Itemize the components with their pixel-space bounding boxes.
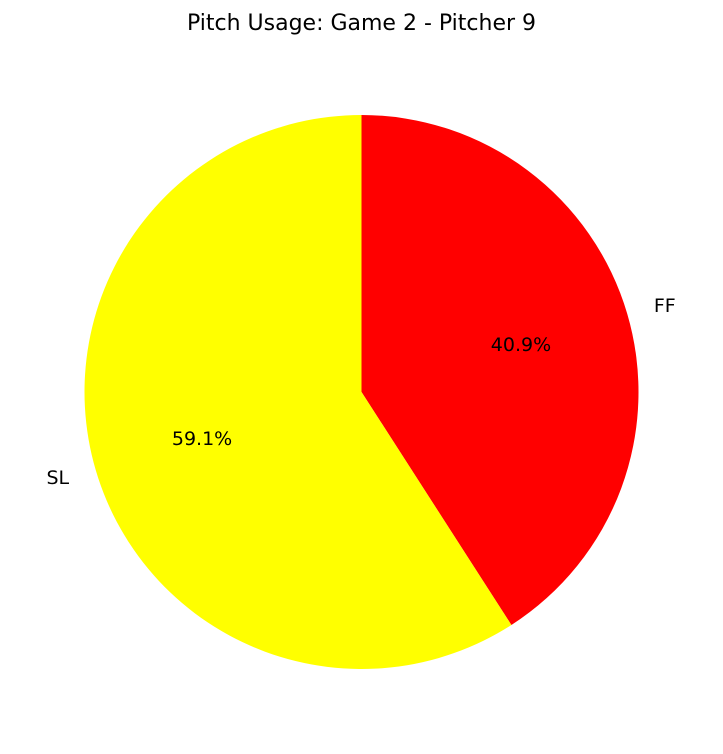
pie-slices [84,114,639,669]
pie-pct-label-sl: 59.1% [172,428,232,450]
pie-category-label-sl: SL [47,467,70,489]
pie-category-label-ff: FF [654,295,676,317]
chart-title: Pitch Usage: Game 2 - Pitcher 9 [186,11,537,36]
pie-labels: 40.9% FF 59.1% SL [47,295,676,489]
pie-pct-label-ff: 40.9% [491,334,551,356]
pie-slice-sl [84,114,512,669]
pie-slice-ff [361,115,639,625]
